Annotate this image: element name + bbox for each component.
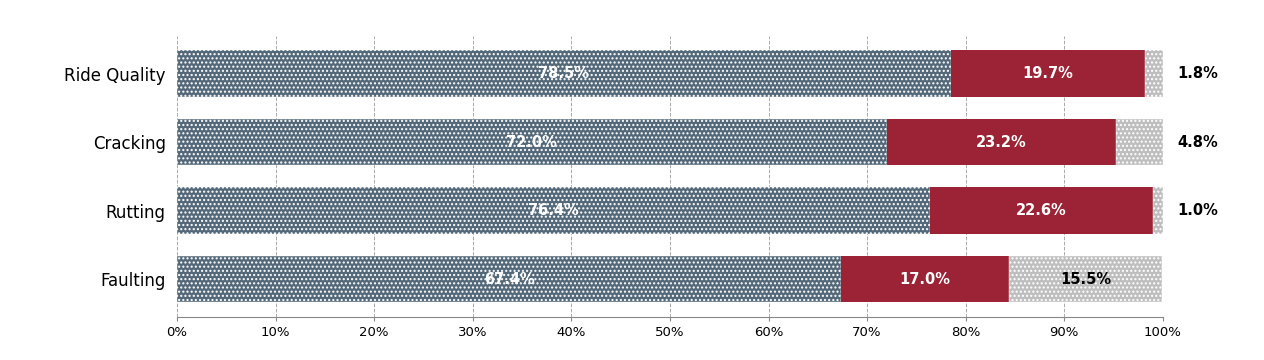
Bar (842, 256, 1009, 302)
Bar (930, 187, 1153, 234)
Text: 15.5%: 15.5% (1060, 272, 1111, 287)
Bar (177, 256, 842, 302)
Bar (177, 119, 887, 166)
Bar (1145, 50, 1163, 97)
Text: 22.6%: 22.6% (1016, 203, 1067, 218)
Bar (177, 50, 951, 97)
Bar (951, 50, 1145, 97)
Bar (177, 187, 930, 234)
Bar (1116, 119, 1163, 166)
Text: 1.8%: 1.8% (1178, 66, 1218, 81)
Bar (1153, 187, 1163, 234)
Text: 17.0%: 17.0% (900, 272, 951, 287)
Bar (1009, 256, 1162, 302)
Text: 72.0%: 72.0% (507, 135, 557, 150)
Text: 78.5%: 78.5% (538, 66, 589, 81)
Text: 23.2%: 23.2% (976, 135, 1026, 150)
Text: 67.4%: 67.4% (484, 272, 535, 287)
Bar (887, 119, 1116, 166)
Text: 1.0%: 1.0% (1178, 203, 1218, 218)
Text: 76.4%: 76.4% (528, 203, 579, 218)
Text: 19.7%: 19.7% (1023, 66, 1073, 81)
Text: 4.8%: 4.8% (1178, 135, 1218, 150)
